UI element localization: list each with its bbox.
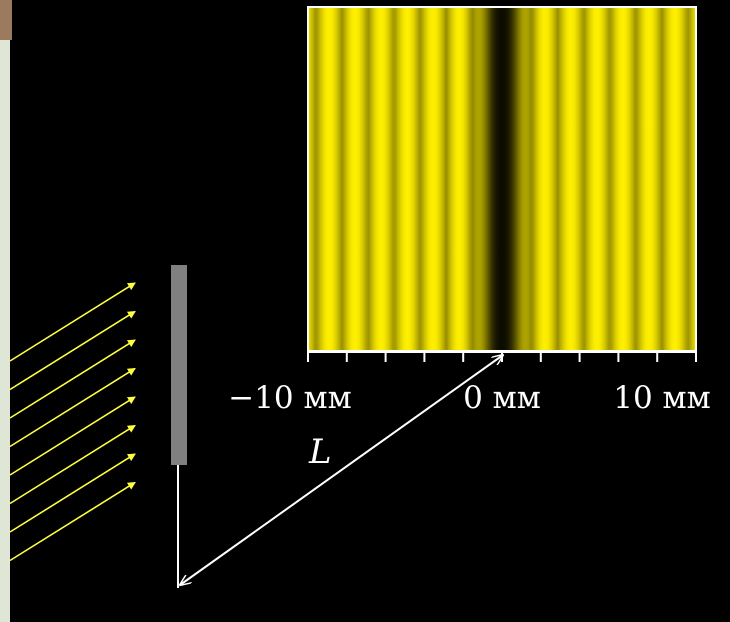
corner-tab [0,0,12,40]
light-ray [9,282,136,362]
tick-label-minus-10mm: −10 мм [228,380,352,416]
tick-label-10mm: 10 мм [613,380,711,416]
light-ray [9,339,136,419]
light-ray [9,310,136,391]
slit-screen [171,265,187,465]
diffraction-pattern [307,6,697,352]
light-ray [9,453,136,533]
distance-label-L: L [308,432,332,472]
tick-label-0mm: 0 мм [463,380,541,416]
slide-left-edge [0,0,10,622]
pattern-axis-ticks [307,352,697,362]
incident-light-rays [9,282,136,562]
light-ray [9,396,136,476]
distance-arrow [180,355,503,585]
light-ray [9,481,136,562]
light-ray [9,424,136,505]
light-ray [9,367,136,448]
